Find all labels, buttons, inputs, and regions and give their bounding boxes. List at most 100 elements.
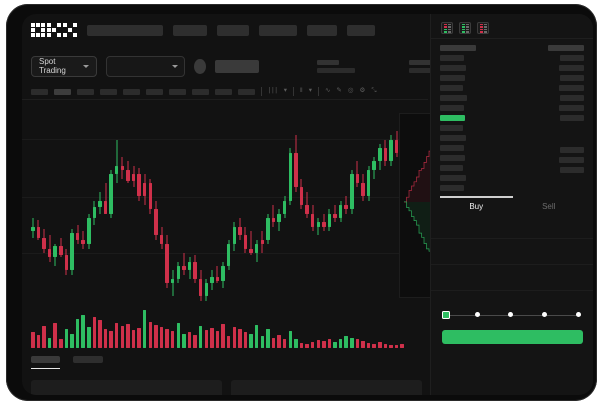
orderbook-row-right[interactable] (559, 157, 584, 163)
volume-bar (288, 330, 292, 348)
indicators-icon[interactable]: ∣∣∣ (268, 87, 278, 95)
slider-step-100[interactable] (576, 312, 581, 317)
compare-icon[interactable]: ‖ (300, 87, 303, 95)
fullscreen-icon[interactable]: ⤡ (371, 87, 377, 95)
candle-body (120, 165, 125, 171)
orderbook-row-left[interactable] (440, 165, 463, 171)
orderbook-row-left[interactable] (440, 135, 466, 141)
nav-item-5[interactable] (347, 24, 375, 36)
volume-bar (249, 333, 253, 348)
candle-body (310, 213, 315, 227)
nav-item-3[interactable] (259, 24, 297, 36)
candle-body (266, 218, 270, 240)
candle-body (389, 139, 393, 162)
nav-item-1[interactable] (173, 24, 207, 36)
slider-step-25[interactable] (475, 312, 480, 317)
orderbook-row-left[interactable] (440, 185, 464, 191)
wave-indicator-icon[interactable]: ∿ (324, 87, 331, 95)
pencil-draw-icon[interactable]: ✎ (336, 87, 342, 95)
chevron-down-icon (172, 64, 179, 68)
volume-bar (305, 344, 309, 348)
slider-step-75[interactable] (542, 312, 547, 317)
candle-body (344, 204, 348, 210)
orderbook-row-right[interactable] (560, 115, 584, 121)
orderbook-row-left[interactable] (440, 175, 466, 181)
tab-buy[interactable]: Buy (440, 196, 513, 218)
orderbook-row-right[interactable] (559, 85, 584, 91)
timeframe-9[interactable] (215, 88, 232, 95)
chart-type-chevron-icon[interactable]: ▾ (283, 87, 288, 95)
timeframe-3[interactable] (77, 88, 94, 95)
timeframe-7[interactable] (169, 88, 186, 95)
orderbook-row-right[interactable] (560, 167, 584, 173)
candle-wick (116, 139, 118, 184)
nav-item-2[interactable] (217, 24, 249, 36)
orderbook-row-right[interactable] (560, 147, 584, 153)
timeframe-6[interactable] (146, 88, 163, 95)
timeframe-1[interactable] (31, 88, 48, 95)
candle (310, 109, 315, 327)
nav-item-4[interactable] (307, 24, 337, 36)
bottom-panel-right[interactable] (231, 380, 422, 395)
orderbook-row-right[interactable] (560, 55, 584, 61)
candle (75, 109, 80, 327)
camera-snapshot-icon[interactable]: ◎ (347, 87, 354, 95)
nav-search[interactable] (87, 24, 163, 36)
orderbook-row-left[interactable] (440, 115, 465, 121)
order-book-rows[interactable] (431, 38, 593, 191)
orderbook-row-left[interactable] (440, 155, 465, 161)
volume-bar (47, 337, 52, 348)
orderbook-row-right[interactable] (559, 105, 584, 111)
volume-bar (355, 339, 360, 348)
orderbook-row-left[interactable] (440, 145, 464, 151)
amount-slider[interactable] (442, 310, 583, 320)
settings-chevron-icon[interactable]: ▾ (308, 87, 312, 95)
orderbook-row-right[interactable] (560, 75, 584, 81)
orderbook-row-left[interactable] (440, 95, 467, 101)
orderbook-row-left[interactable] (440, 55, 464, 61)
candle-body (187, 261, 192, 271)
candle-body (59, 246, 63, 256)
tab-order-history[interactable] (73, 356, 103, 363)
timeframe-2[interactable] (54, 88, 71, 95)
slider-step-50[interactable] (508, 312, 513, 317)
price-chart[interactable] (22, 101, 449, 351)
orderbook-view-both-icon[interactable] (441, 22, 453, 34)
candle (394, 109, 399, 327)
timeframe-5[interactable] (123, 88, 140, 95)
slider-handle[interactable] (442, 311, 450, 319)
candle-body (126, 170, 130, 181)
candle-body (42, 237, 46, 249)
timeframe-8[interactable] (192, 88, 209, 95)
candle (176, 109, 181, 327)
orderbook-row-left[interactable] (440, 125, 463, 131)
timeframe-10[interactable] (238, 88, 255, 95)
candle-body (98, 200, 102, 208)
orderbook-view-asks-icon[interactable] (477, 22, 489, 34)
last-price-value (215, 59, 259, 73)
instrument-bar: Spot Trading (22, 50, 593, 82)
candle (277, 109, 281, 327)
orderbook-row-left[interactable] (440, 75, 465, 81)
candle (193, 109, 197, 327)
volume-histogram (30, 306, 405, 348)
orderbook-view-bids-icon[interactable] (459, 22, 471, 34)
timeframe-4[interactable] (100, 88, 117, 95)
buy-submit-button[interactable] (442, 330, 583, 344)
volume-bar (81, 314, 85, 348)
tab-open-orders[interactable] (31, 356, 60, 369)
orderbook-row-left[interactable] (440, 105, 464, 111)
orderbook-row-left[interactable] (440, 85, 463, 91)
orderbook-row-right[interactable] (559, 65, 584, 71)
tab-sell[interactable]: Sell (542, 202, 556, 211)
pair-selector-dropdown[interactable] (106, 55, 186, 77)
okx-logo-icon[interactable] (31, 23, 77, 37)
candle-body (394, 139, 399, 153)
gear-settings-icon[interactable]: ⚙ (359, 87, 366, 95)
orderbook-row-left[interactable] (440, 65, 466, 71)
trading-mode-dropdown[interactable]: Spot Trading (31, 55, 97, 77)
bottom-panel-left[interactable] (31, 380, 222, 395)
orderbook-row-right[interactable] (560, 95, 584, 101)
volume-bar (176, 323, 181, 348)
candle (36, 109, 41, 327)
